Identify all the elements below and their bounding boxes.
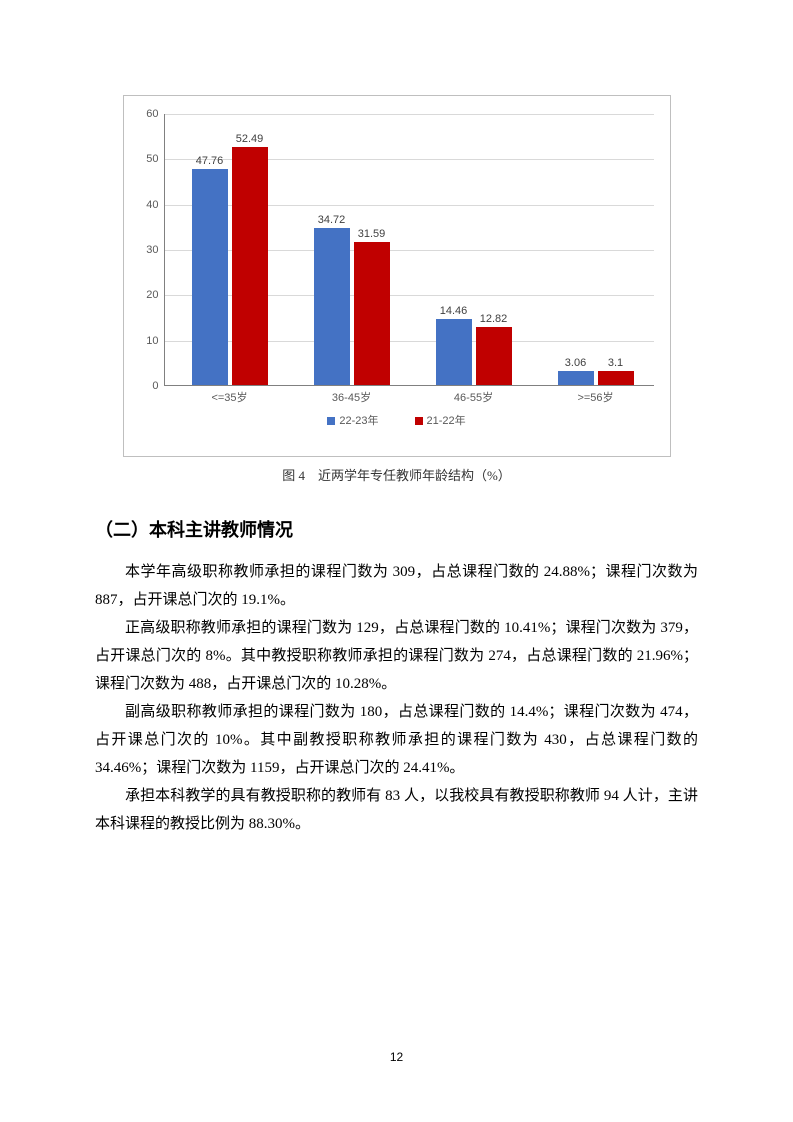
paragraph: 正高级职称教师承担的课程门数为 129，占总课程门数的 10.41%；课程门次数… (95, 614, 698, 698)
section-heading: （二）本科主讲教师情况 (95, 516, 698, 542)
bar: 34.72 (314, 228, 350, 385)
bar-chart: 010203040506047.7652.49<=35岁34.7231.5936… (123, 95, 671, 457)
y-tick-label: 20 (146, 289, 164, 301)
bar-value-label: 47.76 (196, 155, 224, 169)
x-tick-label: >=56岁 (577, 385, 613, 405)
bar-value-label: 12.82 (480, 313, 508, 327)
plot-area: 010203040506047.7652.49<=35岁34.7231.5936… (164, 114, 654, 386)
legend-item: 22-23年 (327, 412, 378, 428)
bar: 12.82 (476, 327, 512, 385)
legend-label: 22-23年 (339, 415, 378, 427)
bar-value-label: 3.1 (608, 357, 623, 371)
x-tick-label: 36-45岁 (332, 385, 371, 405)
paragraph: 本学年高级职称教师承担的课程门数为 309，占总课程门数的 24.88%；课程门… (95, 558, 698, 614)
bar-value-label: 3.06 (565, 357, 586, 371)
paragraph: 承担本科教学的具有教授职称的教师有 83 人，以我校具有教授职称教师 94 人计… (95, 782, 698, 838)
bar: 3.1 (598, 371, 634, 385)
legend-swatch (415, 417, 423, 425)
chart-legend: 22-23年 21-22年 (134, 412, 660, 428)
paragraph: 副高级职称教师承担的课程门数为 180，占总课程门数的 14.4%；课程门次数为… (95, 698, 698, 782)
legend-item: 21-22年 (415, 412, 466, 428)
bar-value-label: 14.46 (440, 305, 468, 319)
legend-label: 21-22年 (427, 415, 466, 427)
bar: 31.59 (354, 242, 390, 385)
bar: 52.49 (232, 147, 268, 385)
bar: 3.06 (558, 371, 594, 385)
y-tick-label: 50 (146, 153, 164, 165)
bar-value-label: 34.72 (318, 214, 346, 228)
bar-value-label: 31.59 (358, 228, 386, 242)
chart-caption: 图 4 近两学年专任教师年龄结构（%） (95, 465, 698, 484)
y-tick-label: 60 (146, 108, 164, 120)
bar: 47.76 (192, 169, 228, 386)
y-tick-label: 30 (146, 244, 164, 256)
y-tick-label: 40 (146, 199, 164, 211)
gridline (165, 114, 654, 115)
bar-value-label: 52.49 (236, 133, 264, 147)
y-tick-label: 0 (152, 380, 164, 392)
bar: 14.46 (436, 319, 472, 385)
x-tick-label: 46-55岁 (454, 385, 493, 405)
page-number: 12 (0, 1050, 793, 1064)
y-tick-label: 10 (146, 335, 164, 347)
x-tick-label: <=35岁 (211, 385, 247, 405)
legend-swatch (327, 417, 335, 425)
